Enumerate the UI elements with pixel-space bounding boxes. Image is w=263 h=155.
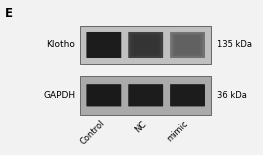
Text: 135 kDa: 135 kDa: [218, 40, 252, 49]
Text: Klotho: Klotho: [46, 40, 75, 49]
FancyBboxPatch shape: [89, 34, 119, 56]
FancyBboxPatch shape: [175, 36, 200, 54]
FancyBboxPatch shape: [175, 87, 200, 103]
Bar: [80, 26, 211, 64]
FancyBboxPatch shape: [131, 86, 161, 105]
FancyBboxPatch shape: [87, 84, 121, 106]
Text: E: E: [5, 7, 13, 20]
FancyBboxPatch shape: [170, 84, 205, 106]
FancyBboxPatch shape: [173, 86, 203, 105]
FancyBboxPatch shape: [128, 84, 163, 106]
FancyBboxPatch shape: [89, 86, 119, 105]
Text: GAPDH: GAPDH: [43, 91, 75, 100]
FancyBboxPatch shape: [170, 32, 205, 58]
FancyBboxPatch shape: [133, 87, 158, 103]
Text: Control: Control: [78, 119, 107, 147]
FancyBboxPatch shape: [92, 87, 116, 103]
FancyBboxPatch shape: [173, 34, 203, 56]
Bar: [80, 76, 211, 115]
FancyBboxPatch shape: [128, 32, 163, 58]
FancyBboxPatch shape: [133, 36, 158, 54]
FancyBboxPatch shape: [92, 36, 116, 54]
Text: 36 kDa: 36 kDa: [218, 91, 247, 100]
FancyBboxPatch shape: [87, 32, 121, 58]
Text: mimic: mimic: [166, 119, 190, 144]
FancyBboxPatch shape: [131, 34, 161, 56]
Text: NC: NC: [133, 119, 148, 134]
